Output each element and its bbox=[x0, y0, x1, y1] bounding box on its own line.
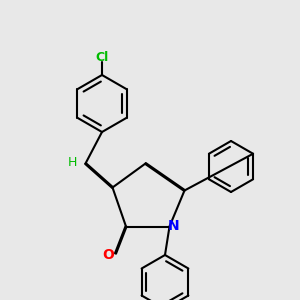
Text: O: O bbox=[102, 248, 114, 262]
Text: Cl: Cl bbox=[95, 51, 109, 64]
Text: H: H bbox=[67, 155, 77, 169]
Text: N: N bbox=[168, 220, 180, 233]
